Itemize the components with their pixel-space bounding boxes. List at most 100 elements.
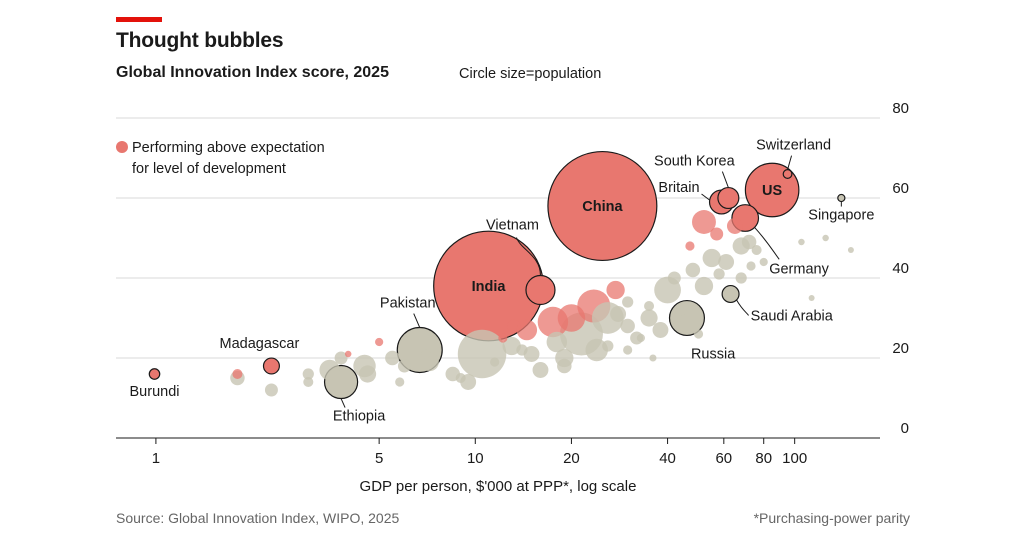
bubble xyxy=(516,319,538,341)
bubble xyxy=(421,349,431,359)
label-madagascar: Madagascar xyxy=(220,336,300,352)
label-russia: Russia xyxy=(691,346,736,362)
label-vietnam: Vietnam xyxy=(486,218,539,234)
leader-line xyxy=(721,171,729,188)
bubble xyxy=(692,210,716,234)
label-switzerland: Switzerland xyxy=(756,138,831,154)
bubble xyxy=(606,280,625,300)
x-tick-label: 5 xyxy=(375,450,383,467)
bubble xyxy=(455,372,466,384)
label-us: US xyxy=(762,183,782,199)
bubble xyxy=(636,333,645,343)
bubble xyxy=(694,276,714,296)
legend: Performing above expectation for level o… xyxy=(116,140,329,177)
label-pakistan: Pakistan xyxy=(380,296,436,312)
label-saudi-arabia: Saudi Arabia xyxy=(751,308,834,324)
bubble xyxy=(759,257,768,267)
bubble xyxy=(319,359,340,381)
bubble xyxy=(516,344,528,356)
x-tick-label: 60 xyxy=(715,450,732,467)
bubble xyxy=(385,350,400,366)
bubble-south-korea xyxy=(717,186,740,210)
bubble xyxy=(232,368,243,380)
leader-line xyxy=(701,193,710,201)
x-axis-label: GDP per person, $'000 at PPP*, log scale xyxy=(360,478,637,495)
leader-line xyxy=(736,299,749,316)
bubble xyxy=(302,368,314,380)
chart-title: Thought bubbles xyxy=(116,29,284,52)
legend-marker xyxy=(116,141,128,153)
bubble xyxy=(557,304,586,332)
axis-layer: 0 20 40 60 80 1 5 10 20 40 60 80 100 GDP per person, … xyxy=(116,100,909,495)
footnote: *Purchasing-power parity xyxy=(753,510,910,526)
bubble-saudi-arabia xyxy=(721,284,740,304)
bubble xyxy=(498,333,508,343)
bubble xyxy=(334,351,348,365)
label-burundi: Burundi xyxy=(130,384,180,400)
x-tick-label: 20 xyxy=(563,450,580,467)
size-note: Circle size=population xyxy=(459,66,602,82)
bubble xyxy=(264,383,278,397)
leader-layer xyxy=(340,155,842,408)
bubble-layer xyxy=(148,150,854,400)
bubble xyxy=(622,296,634,308)
bubble-china xyxy=(547,150,658,262)
bubble xyxy=(397,359,411,373)
bubble xyxy=(644,300,655,312)
bubble xyxy=(718,254,735,270)
bubble xyxy=(344,350,352,358)
bubble xyxy=(502,336,521,356)
bubble-burundi xyxy=(148,368,161,380)
legend-label: Performing above expectation for level o… xyxy=(132,140,329,177)
bubble-switzerland xyxy=(782,169,793,179)
y-tick-label: 40 xyxy=(892,260,909,277)
bubble xyxy=(546,331,568,353)
x-tick-label: 80 xyxy=(755,450,772,467)
bubble xyxy=(490,357,500,367)
source-note: Source: Global Innovation Index, WIPO, 2… xyxy=(116,510,400,526)
bubble xyxy=(395,377,405,387)
bubble xyxy=(358,365,377,383)
y-tick-label: 60 xyxy=(892,180,909,197)
bubble xyxy=(532,362,549,378)
bubble xyxy=(557,358,572,374)
bubble xyxy=(585,338,608,362)
leader-line xyxy=(516,237,541,276)
leader-line xyxy=(413,313,421,328)
bubble xyxy=(751,244,762,256)
bubble xyxy=(667,271,681,285)
bubble xyxy=(507,319,521,333)
y-tick-label: 20 xyxy=(892,340,909,357)
brand-accent-bar xyxy=(116,17,162,22)
bubble xyxy=(702,248,721,268)
bubble xyxy=(685,241,695,251)
bubble xyxy=(620,318,635,334)
bubble xyxy=(735,272,747,284)
bubble xyxy=(652,322,669,338)
y-tick-label: 80 xyxy=(892,100,909,117)
bubble xyxy=(623,345,633,355)
label-singapore: Singapore xyxy=(808,208,874,224)
x-tick-label: 1 xyxy=(152,450,160,467)
bubble xyxy=(610,306,627,322)
bubble xyxy=(726,218,743,234)
label-layer: India China US Pakistan Russia Ethiopia Vietna… xyxy=(130,138,875,425)
bubble xyxy=(741,234,757,250)
label-china: China xyxy=(582,199,623,215)
leader-line xyxy=(754,226,780,260)
label-ethiopia: Ethiopia xyxy=(333,409,386,425)
bubble xyxy=(713,268,725,280)
bubble-madagascar xyxy=(262,357,280,375)
bubble xyxy=(693,329,704,339)
bubble xyxy=(798,238,805,246)
label-germany: Germany xyxy=(769,261,829,277)
label-india: India xyxy=(472,279,507,295)
x-tick-label: 10 xyxy=(467,450,484,467)
bubble xyxy=(303,376,314,388)
label-south-korea: South Korea xyxy=(654,154,736,170)
bubble xyxy=(746,261,756,271)
bubble xyxy=(808,295,815,301)
bubble xyxy=(822,234,829,242)
bubble xyxy=(675,304,687,316)
